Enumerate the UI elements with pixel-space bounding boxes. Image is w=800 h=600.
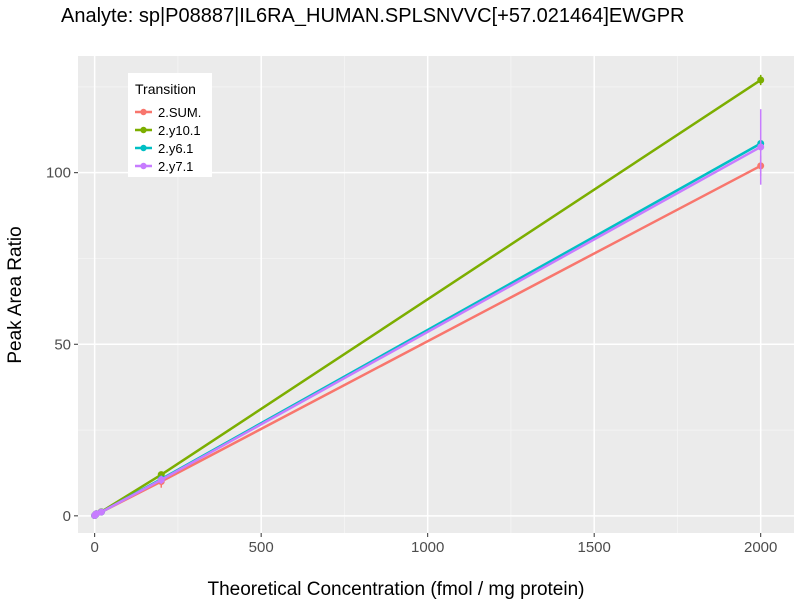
y-axis-title: Peak Area Ratio [5,226,26,363]
legend-label: 2.y6.1 [158,141,193,156]
legend-key-point [140,162,147,170]
legend-key-point [140,126,147,134]
data-point [757,76,765,84]
chart-title: Analyte: sp|P08887|IL6RA_HUMAN.SPLSNVVC[… [61,5,685,27]
legend-box [128,73,212,177]
x-tick-label: 1500 [577,539,610,556]
legend-title: Transition [135,81,196,97]
legend-label: 2.y10.1 [158,123,201,138]
legend-key-point [140,144,147,152]
data-point [157,476,165,484]
data-series [91,74,765,519]
y-tick-label: 50 [54,336,71,353]
x-tick-label: 0 [90,539,98,556]
y-tick-label: 0 [63,508,71,525]
series-2-y7-1 [91,109,765,519]
legend-label: 2.SUM. [158,105,201,120]
data-point [97,508,105,516]
x-tick-label: 2000 [744,539,777,556]
legend-label: 2.y7.1 [158,159,193,174]
grid-lines [78,56,794,533]
x-tick-label: 500 [249,539,274,556]
data-point [757,143,765,151]
legend-key-point [140,108,147,116]
legend: Transition 2.SUM. 2.y10.1 2.y6.1 2.y7.1 [128,73,212,177]
y-tick-label: 100 [46,165,71,182]
x-tick-label: 1000 [411,539,444,556]
axes: 0 500 1000 1500 2000 0 50 100 [46,165,777,556]
x-axis-title: Theoretical Concentration (fmol / mg pro… [208,579,585,600]
